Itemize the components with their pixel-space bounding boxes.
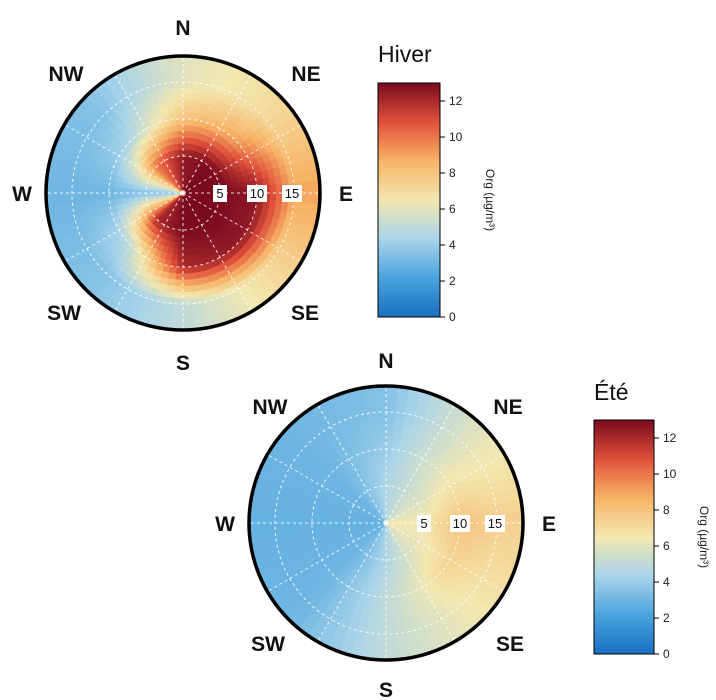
polar-heatmap-ete	[248, 385, 524, 661]
grid-spoke	[64, 124, 184, 194]
grid-spoke	[385, 404, 455, 524]
direction-se: SE	[496, 633, 524, 656]
polar-outline-ete	[247, 384, 525, 662]
grid-spoke	[182, 74, 252, 194]
direction-sw: SW	[251, 633, 285, 656]
direction-labels-ete: N NE E SE S SW W NW	[215, 350, 556, 700]
heatmap-cell	[182, 229, 188, 238]
direction-se: SE	[291, 302, 319, 325]
direction-n: N	[175, 17, 190, 40]
grid-spoke	[64, 192, 184, 262]
colorbar-tick-label: 8	[449, 166, 456, 180]
colorbar-tick-label: 4	[663, 575, 670, 589]
radial-tick-10: 10	[453, 516, 467, 531]
chart-title-ete: Été	[594, 379, 629, 405]
radial-tick-5: 5	[216, 186, 223, 201]
direction-ne: NE	[291, 63, 320, 86]
grid-spoke	[385, 454, 505, 524]
colorbar-label-ete: Org (µg/m³)	[697, 506, 711, 568]
chart-title-hiver: Hiver	[378, 41, 432, 67]
grid-spoke	[267, 454, 387, 524]
direction-s: S	[176, 352, 190, 375]
grid-spoke	[385, 522, 455, 642]
grid-spoke	[385, 522, 505, 592]
colorbar-ticks-ete: 0 2 4 6 8 10 12	[654, 431, 677, 661]
colorbar-tick-label: 4	[449, 238, 456, 252]
colorbar-tick-label: 6	[449, 202, 456, 216]
grid-spoke	[317, 522, 387, 642]
grid-spoke	[114, 192, 184, 312]
colorbar-gradient-hiver	[377, 82, 441, 318]
grid-spoke	[182, 192, 252, 312]
radial-tick-labels-hiver: 5 10 15	[213, 185, 302, 202]
colorbar-label-hiver: Org (µg/m³)	[483, 169, 497, 231]
heatmap-cell	[138, 192, 147, 198]
heatmap-cell	[341, 522, 350, 528]
colorbar-ete: Été 0 2 4 6 8 10 12 Org (µg/m³)	[593, 379, 711, 661]
grid-spoke	[182, 192, 302, 262]
colorbar-tick-label: 10	[663, 467, 677, 481]
polar-outline-hiver	[44, 54, 322, 332]
polar-plot-ete: 5 10 15 N NE E SE S SW W NW	[215, 350, 556, 700]
colorbar-tick-label: 6	[663, 539, 670, 553]
grid-spoke	[182, 124, 302, 194]
colorbar-tick-label: 8	[663, 503, 670, 517]
direction-nw: NW	[253, 396, 288, 419]
polar-plot-hiver: 5 10 15 N NE E SE S SW W NW	[12, 17, 353, 375]
direction-labels-hiver: N NE E SE S SW W NW	[12, 17, 353, 375]
grid-spoke	[267, 522, 387, 592]
heatmap-cell	[385, 559, 391, 568]
heatmap-cell	[178, 148, 184, 157]
radial-tick-15: 15	[285, 186, 299, 201]
radial-tick-10: 10	[250, 186, 264, 201]
heatmap-cell	[381, 478, 387, 487]
direction-n: N	[378, 350, 393, 373]
colorbar-tick-label: 0	[449, 310, 456, 324]
direction-e: E	[339, 183, 353, 206]
radial-tick-labels-ete: 5 10 15	[417, 515, 505, 532]
direction-w: W	[215, 513, 235, 536]
grid-spoke	[317, 404, 387, 524]
colorbar-hiver: Hiver 0 2 4 6 8 10 12 Org (µg/m³)	[377, 41, 497, 324]
colorbar-tick-label: 2	[663, 611, 670, 625]
colorbar-tick-label: 10	[449, 130, 463, 144]
direction-s: S	[379, 679, 393, 700]
colorbar-gradient-ete	[593, 419, 655, 655]
colorbar-tick-label: 2	[449, 274, 456, 288]
grid-spoke	[114, 74, 184, 194]
colorbar-ticks-hiver: 0 2 4 6 8 10 12	[440, 94, 463, 324]
direction-nw: NW	[49, 63, 84, 86]
direction-sw: SW	[47, 302, 81, 325]
radial-tick-15: 15	[488, 516, 502, 531]
colorbar-tick-label: 12	[449, 94, 463, 108]
direction-ne: NE	[493, 396, 522, 419]
direction-e: E	[542, 513, 556, 536]
direction-w: W	[12, 183, 32, 206]
radial-tick-5: 5	[420, 516, 427, 531]
colorbar-tick-label: 0	[663, 647, 670, 661]
colorbar-tick-label: 12	[663, 431, 677, 445]
